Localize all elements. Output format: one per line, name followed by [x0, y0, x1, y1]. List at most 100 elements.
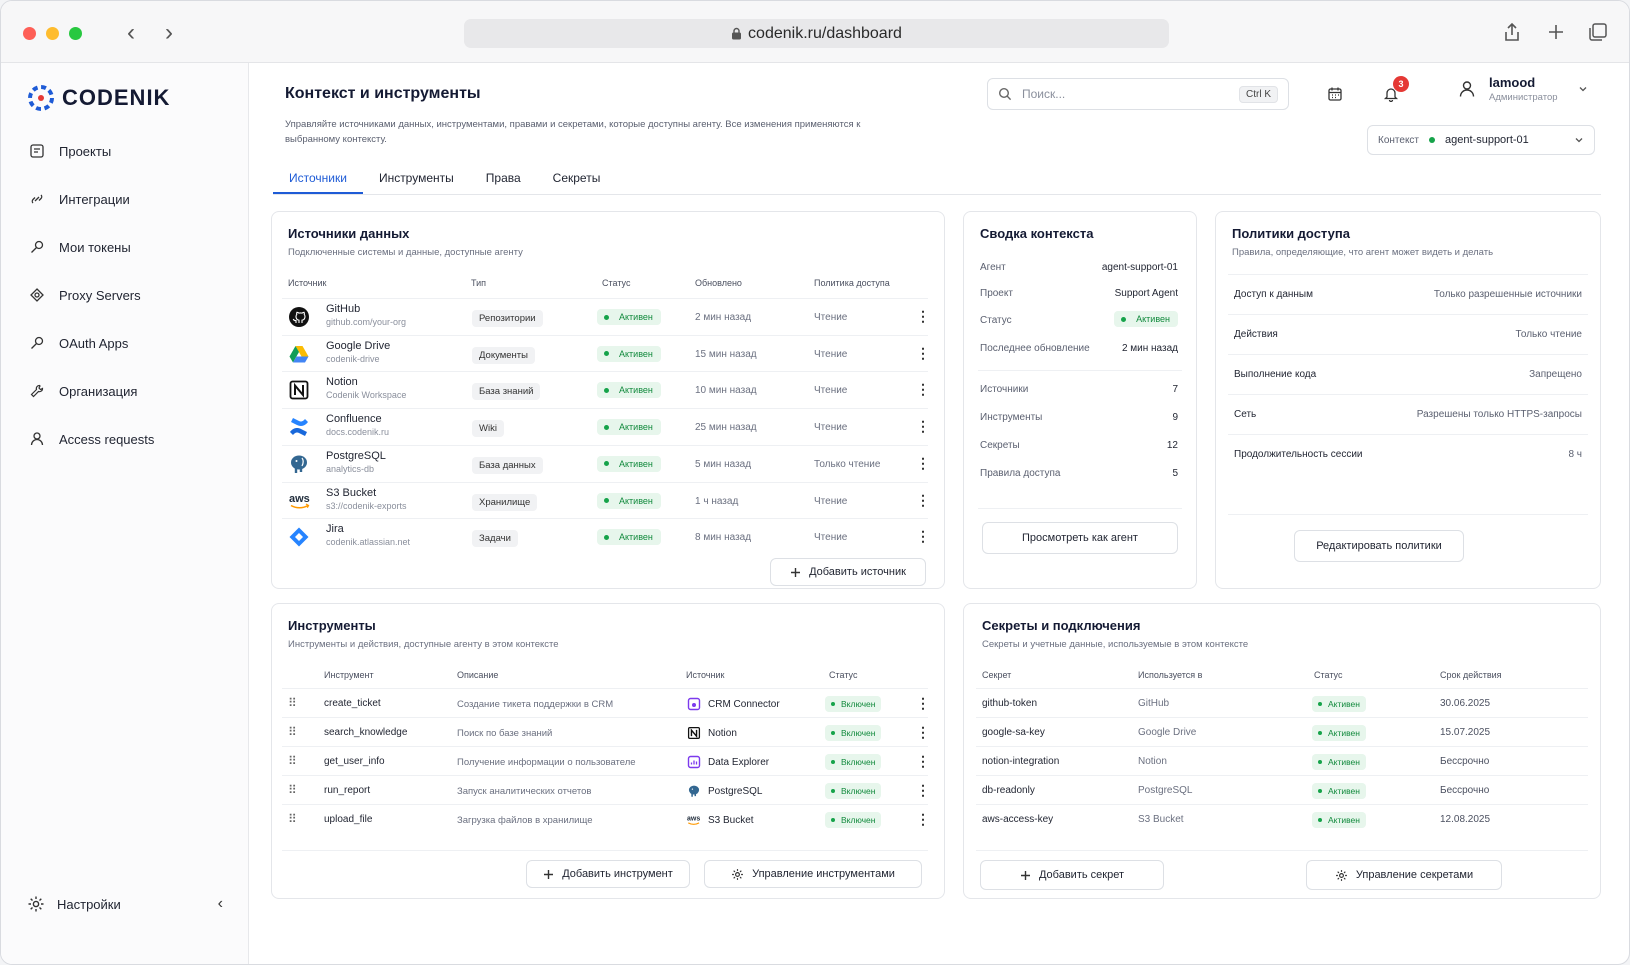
table-row[interactable]: ⠿ upload_file Загрузка файлов в хранилищ… — [282, 804, 930, 833]
close-window-button[interactable] — [23, 27, 36, 40]
more-options-icon[interactable]: ⋮ — [916, 724, 930, 740]
summary-value: 7 — [1172, 384, 1178, 395]
drag-handle-icon[interactable]: ⠿ — [288, 754, 297, 768]
sidebar-settings[interactable]: Настройки ‹ — [27, 895, 223, 913]
table-row[interactable]: GitHub github.com/your-org Репозитории А… — [282, 298, 930, 335]
more-options-icon[interactable]: ⋮ — [916, 491, 930, 508]
table-row[interactable]: db-readonly PostgreSQL Активен Бессрочно — [976, 775, 1588, 804]
source-name-cell: Jira codenik.atlassian.net — [326, 523, 410, 547]
button-label: Управление секретами — [1355, 869, 1474, 881]
more-options-icon[interactable]: ⋮ — [916, 418, 930, 435]
status-badge: Активен — [1312, 696, 1366, 712]
lock-icon — [732, 27, 742, 40]
table-row[interactable]: PostgreSQL analytics-db База данных Акти… — [282, 444, 930, 482]
summary-row: Последнее обновление 2 мин назад — [980, 343, 1178, 354]
plus-icon — [1020, 870, 1030, 880]
table-row[interactable]: ⠿ create_ticket Создание тикета поддержк… — [282, 688, 930, 717]
source-name: Notion — [326, 376, 358, 389]
tab-permissions[interactable]: Права — [485, 171, 521, 185]
source-address: Codenik Workspace — [326, 390, 407, 401]
status-dot — [1429, 137, 1436, 143]
more-options-icon[interactable]: ⋮ — [916, 782, 930, 798]
main-content: Контекст и инструменты Управляйте источн… — [249, 63, 1629, 964]
more-options-icon[interactable]: ⋮ — [916, 695, 930, 711]
source-name-cell: PostgreSQL analytics-db — [326, 450, 386, 474]
add-secret-button[interactable]: Добавить секрет — [980, 860, 1164, 890]
sidebar-item-oauth-apps[interactable]: OAuth Apps — [29, 329, 229, 357]
more-options-icon[interactable]: ⋮ — [916, 753, 930, 769]
tab-sources[interactable]: Источники — [273, 163, 363, 194]
table-row[interactable]: Notion Codenik Workspace База знаний Акт… — [282, 371, 930, 408]
manage-tools-button[interactable]: Управление инструментами — [704, 860, 922, 888]
back-icon[interactable]: ‹ — [127, 19, 135, 46]
secret-expiry: Бессрочно — [1440, 785, 1490, 796]
add-tool-button[interactable]: Добавить инструмент — [526, 860, 690, 888]
table-row[interactable]: aws-access-key S3 Bucket Активен 12.08.2… — [976, 804, 1588, 833]
logo[interactable]: CODENIK — [28, 83, 170, 113]
edit-policies-button[interactable]: Редактировать политики — [1294, 530, 1464, 562]
policy-row[interactable]: Выполнение кода Запрещено — [1228, 354, 1588, 394]
tabs-overview-icon[interactable] — [1587, 21, 1609, 43]
context-summary-card: Сводка контекста Агент agent-support-01 П… — [963, 211, 1197, 589]
add-source-button[interactable]: Добавить источник — [770, 558, 926, 586]
drag-handle-icon[interactable]: ⠿ — [288, 783, 297, 797]
card-subtitle: Правила, определяющие, что агент может в… — [1232, 247, 1494, 258]
sidebar-item-tokens[interactable]: Мои токены — [29, 233, 229, 261]
table-row[interactable]: github-token GitHub Активен 30.06.2025 — [976, 688, 1588, 717]
table-row[interactable]: aws S3 Bucket s3://codenik-exports Храни… — [282, 481, 930, 519]
table-row[interactable]: ⠿ get_user_info Получение информации о п… — [282, 746, 930, 775]
sidebar-item-access-requests[interactable]: Access requests — [29, 425, 229, 453]
more-options-icon[interactable]: ⋮ — [916, 308, 930, 324]
sidebar-item-organization[interactable]: Организация — [29, 377, 229, 405]
source-logo — [686, 754, 702, 770]
page-subtitle: Управляйте источниками данных, инструмен… — [285, 119, 861, 145]
collapse-sidebar-icon[interactable]: ‹ — [217, 895, 223, 912]
minimize-window-button[interactable] — [46, 27, 59, 40]
tab-tools[interactable]: Инструменты — [378, 171, 454, 185]
new-tab-icon[interactable] — [1545, 21, 1567, 43]
drag-handle-icon[interactable]: ⠿ — [288, 812, 297, 826]
type-tag: База знаний — [472, 383, 541, 401]
sidebar-item-proxy-servers[interactable]: Proxy Servers — [29, 281, 229, 309]
drag-handle-icon[interactable]: ⠿ — [288, 725, 297, 739]
source-address: codenik-drive — [326, 353, 380, 364]
notifications-button[interactable]: 3 — [1375, 76, 1409, 110]
view-as-agent-button[interactable]: Просмотреть как агент — [982, 522, 1178, 554]
more-options-icon[interactable]: ⋮ — [916, 381, 930, 398]
updated-cell: 1 ч назад — [695, 495, 739, 507]
policy-row[interactable]: Сеть Разрешены только HTTPS-запросы — [1228, 394, 1588, 434]
status-badge: Активен — [1312, 725, 1366, 741]
sidebar-item-integrations[interactable]: Интеграции — [29, 185, 229, 213]
policy-row[interactable]: Доступ к данным Только разрешенные источн… — [1228, 274, 1588, 314]
forward-icon[interactable]: › — [165, 19, 173, 46]
policy-row[interactable]: Действия Только чтение — [1228, 314, 1588, 354]
table-row[interactable]: notion-integration Notion Активен Бессро… — [976, 746, 1588, 775]
more-options-icon[interactable]: ⋮ — [916, 344, 930, 361]
user-menu[interactable]: lamood Администратор — [1457, 75, 1588, 103]
table-row[interactable]: Jira codenik.atlassian.net Задачи Активе… — [282, 518, 930, 555]
table-row[interactable]: Google Drive codenik-drive Документы Акт… — [282, 334, 930, 372]
tab-secrets[interactable]: Секреты — [552, 171, 601, 185]
sidebar-item-label: Proxy Servers — [59, 287, 141, 303]
card-subtitle: Подключенные системы и данные, доступные… — [288, 247, 523, 258]
policy-row[interactable]: Продолжительность сессии 8 ч — [1228, 434, 1588, 474]
context-select[interactable]: Контекст agent-support-01 — [1367, 125, 1595, 155]
maximize-window-button[interactable] — [69, 27, 82, 40]
secret-expiry: 30.06.2025 — [1440, 698, 1491, 709]
table-row[interactable]: google-sa-key Google Drive Активен 15.07… — [976, 717, 1588, 746]
drag-handle-icon[interactable]: ⠿ — [288, 696, 297, 710]
search-input[interactable]: Поиск... Ctrl K — [987, 78, 1289, 110]
sidebar-item-projects[interactable]: Проекты — [29, 137, 229, 165]
key-icon — [31, 240, 44, 253]
table-row[interactable]: ⠿ search_knowledge Поиск по базе знаний … — [282, 717, 930, 746]
more-options-icon[interactable]: ⋮ — [916, 528, 930, 545]
calendar-button[interactable] — [1319, 78, 1351, 110]
share-icon[interactable] — [1501, 21, 1523, 43]
address-bar[interactable]: codenik.ru/dashboard — [464, 19, 1169, 48]
more-options-icon[interactable]: ⋮ — [916, 811, 930, 827]
table-row[interactable]: ⠿ run_report Запуск аналитических отчето… — [282, 775, 930, 804]
manage-secrets-button[interactable]: Управление секретами — [1306, 860, 1502, 890]
status-text: Активен — [1328, 699, 1360, 709]
table-row[interactable]: Confluence docs.codenik.ru Wiki Активен … — [282, 408, 930, 445]
more-options-icon[interactable]: ⋮ — [916, 454, 930, 471]
